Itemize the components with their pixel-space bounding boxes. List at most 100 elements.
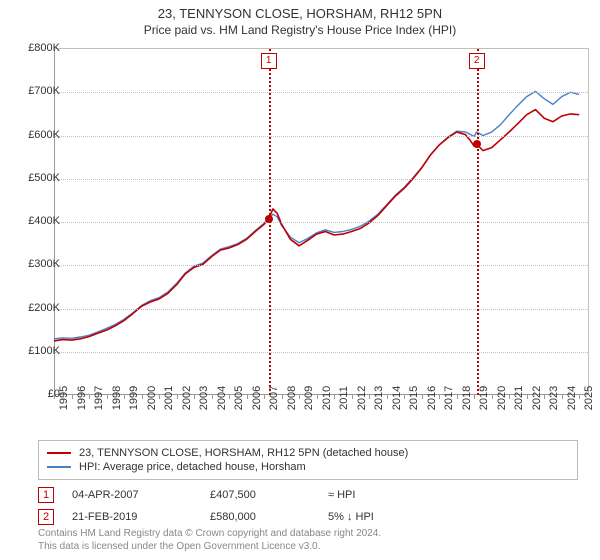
- x-tick-label: 2025: [583, 386, 595, 410]
- gridline: [54, 309, 588, 310]
- y-tick-label: £700K: [10, 85, 60, 97]
- y-tick-label: £300K: [10, 258, 60, 270]
- x-tick: [579, 395, 580, 399]
- event-row: 2 21-FEB-2019 £580,000 5% ↓ HPI: [38, 506, 578, 528]
- credits: Contains HM Land Registry data © Crown c…: [38, 528, 578, 553]
- x-tick-label: 2019: [478, 386, 490, 410]
- x-tick: [439, 395, 440, 399]
- x-tick: [72, 395, 73, 399]
- credits-line: This data is licensed under the Open Gov…: [38, 541, 578, 554]
- event-line: [477, 49, 479, 395]
- gridline: [54, 265, 588, 266]
- event-date: 04-APR-2007: [72, 489, 192, 501]
- y-tick-label: £400K: [10, 215, 60, 227]
- x-tick-label: 2006: [251, 386, 263, 410]
- x-tick-label: 2009: [303, 386, 315, 410]
- event-dot: [473, 140, 481, 148]
- gridline: [54, 136, 588, 137]
- x-tick-label: 2017: [443, 386, 455, 410]
- x-tick: [107, 395, 108, 399]
- gridline: [54, 352, 588, 353]
- y-tick-label: £200K: [10, 302, 60, 314]
- event-dot: [265, 215, 273, 223]
- x-tick-label: 2020: [496, 386, 508, 410]
- x-tick-label: 2023: [548, 386, 560, 410]
- y-tick-label: £600K: [10, 129, 60, 141]
- x-tick-label: 2000: [146, 386, 158, 410]
- page-subtitle: Price paid vs. HM Land Registry's House …: [0, 21, 600, 37]
- event-flag: 1: [261, 53, 277, 69]
- y-tick-label: £800K: [10, 42, 60, 54]
- x-tick: [527, 395, 528, 399]
- events-table: 1 04-APR-2007 £407,500 ≈ HPI 2 21-FEB-20…: [38, 484, 578, 528]
- x-tick: [492, 395, 493, 399]
- x-tick: [352, 395, 353, 399]
- x-tick-label: 2007: [268, 386, 280, 410]
- x-tick: [544, 395, 545, 399]
- x-tick-label: 2013: [373, 386, 385, 410]
- x-tick: [422, 395, 423, 399]
- x-tick-label: 1995: [58, 386, 70, 410]
- event-note: 5% ↓ HPI: [328, 511, 448, 523]
- event-price: £580,000: [210, 511, 310, 523]
- y-tick-label: £0: [10, 388, 60, 400]
- x-tick: [457, 395, 458, 399]
- legend-label: HPI: Average price, detached house, Hors…: [79, 461, 306, 473]
- x-tick: [369, 395, 370, 399]
- y-tick-label: £500K: [10, 172, 60, 184]
- x-tick-label: 2008: [286, 386, 298, 410]
- x-tick: [264, 395, 265, 399]
- x-tick-label: 1997: [93, 386, 105, 410]
- legend: 23, TENNYSON CLOSE, HORSHAM, RH12 5PN (d…: [38, 440, 578, 480]
- chart-plot-area: 12: [54, 48, 589, 395]
- x-tick-label: 2012: [356, 386, 368, 410]
- event-date: 21-FEB-2019: [72, 511, 192, 523]
- x-tick: [509, 395, 510, 399]
- x-tick: [159, 395, 160, 399]
- x-tick: [177, 395, 178, 399]
- credits-line: Contains HM Land Registry data © Crown c…: [38, 528, 578, 541]
- x-tick: [142, 395, 143, 399]
- x-tick-label: 2003: [198, 386, 210, 410]
- x-tick-label: 2005: [233, 386, 245, 410]
- chart-container: 23, TENNYSON CLOSE, HORSHAM, RH12 5PN Pr…: [0, 0, 600, 560]
- x-tick-label: 2014: [391, 386, 403, 410]
- gridline: [54, 92, 588, 93]
- x-tick: [299, 395, 300, 399]
- x-tick-label: 2016: [426, 386, 438, 410]
- x-tick: [194, 395, 195, 399]
- page-title: 23, TENNYSON CLOSE, HORSHAM, RH12 5PN: [0, 0, 600, 21]
- legend-item: 23, TENNYSON CLOSE, HORSHAM, RH12 5PN (d…: [47, 446, 569, 460]
- x-tick: [562, 395, 563, 399]
- x-tick-label: 2024: [566, 386, 578, 410]
- legend-swatch: [47, 452, 71, 454]
- event-marker: 1: [38, 487, 54, 503]
- x-tick: [474, 395, 475, 399]
- x-tick-label: 2010: [321, 386, 333, 410]
- x-tick-label: 1998: [111, 386, 123, 410]
- x-tick: [387, 395, 388, 399]
- legend-label: 23, TENNYSON CLOSE, HORSHAM, RH12 5PN (d…: [79, 447, 408, 459]
- x-tick-label: 2022: [531, 386, 543, 410]
- legend-item: HPI: Average price, detached house, Hors…: [47, 460, 569, 474]
- x-tick: [229, 395, 230, 399]
- series-subject_property: [54, 110, 579, 341]
- y-tick-label: £100K: [10, 345, 60, 357]
- x-tick: [247, 395, 248, 399]
- x-tick-label: 2011: [338, 386, 350, 410]
- x-tick-label: 1996: [76, 386, 88, 410]
- x-tick-label: 2018: [461, 386, 473, 410]
- gridline: [54, 222, 588, 223]
- x-tick: [317, 395, 318, 399]
- event-flag: 2: [469, 53, 485, 69]
- x-tick: [334, 395, 335, 399]
- event-price: £407,500: [210, 489, 310, 501]
- x-tick-label: 2001: [163, 386, 175, 410]
- x-tick: [89, 395, 90, 399]
- x-tick-label: 2002: [181, 386, 193, 410]
- x-tick-label: 2015: [408, 386, 420, 410]
- x-tick: [212, 395, 213, 399]
- x-tick: [124, 395, 125, 399]
- series-hpi: [54, 91, 579, 338]
- event-note: ≈ HPI: [328, 489, 448, 501]
